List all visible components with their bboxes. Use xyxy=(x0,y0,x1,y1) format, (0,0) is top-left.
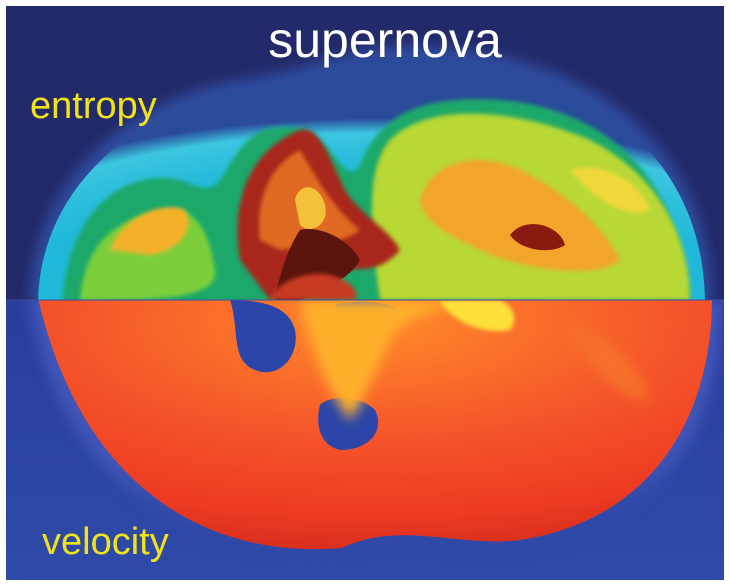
page: {"title": "supernova", "labels": {"top":… xyxy=(0,0,730,586)
supernova-image: supernova entropy velocity xyxy=(0,0,730,586)
entropy-label: entropy xyxy=(30,85,157,127)
velocity-label: velocity xyxy=(42,521,169,563)
title: supernova xyxy=(268,12,502,68)
divider xyxy=(6,299,724,301)
